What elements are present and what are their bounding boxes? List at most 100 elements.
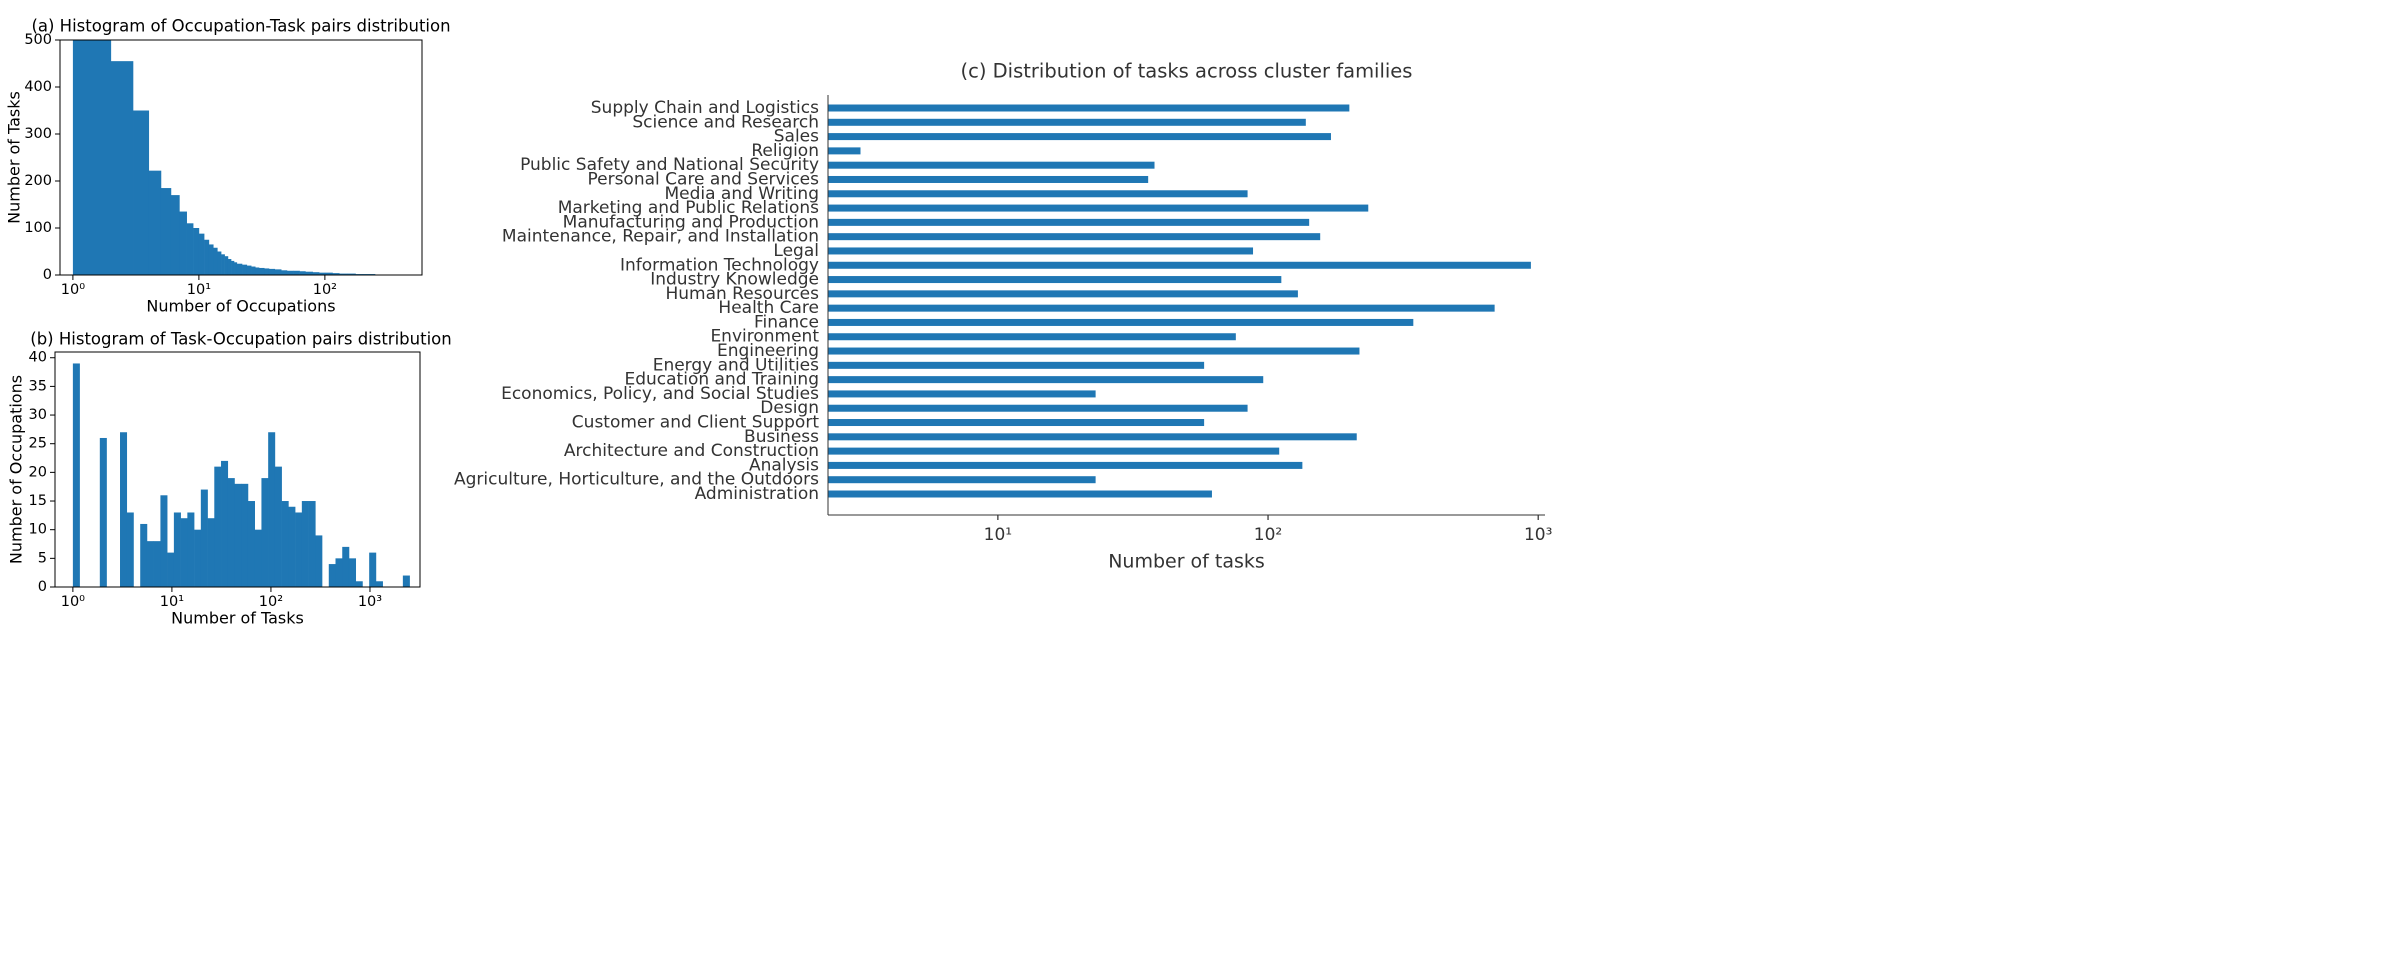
y-tick-label: 40 <box>29 350 47 366</box>
histogram-bar <box>293 270 300 275</box>
histogram-bar <box>261 478 269 587</box>
histogram-bar <box>160 188 172 275</box>
histogram-bar <box>179 211 187 275</box>
bar <box>828 461 1303 469</box>
y-tick-label: 30 <box>29 407 47 423</box>
y-tick-label: Finance <box>754 312 819 332</box>
histogram-bar <box>268 268 276 275</box>
histogram-bar <box>214 466 222 587</box>
y-tick-label: Personal Care and Services <box>587 169 819 189</box>
bars <box>72 363 410 587</box>
histogram-bar <box>319 272 326 275</box>
y-tick-label: Science and Research <box>632 112 819 132</box>
y-tick-label: Customer and Client Support <box>572 413 820 433</box>
histogram-bar <box>173 512 181 587</box>
histogram-bar <box>236 263 243 275</box>
y-tick-label: Health Care <box>718 298 819 318</box>
histogram-bar <box>140 523 148 587</box>
histogram-bar <box>288 506 296 587</box>
histogram-bar <box>221 254 225 275</box>
histogram-bar <box>167 552 175 587</box>
bar <box>828 361 1205 369</box>
histogram-bar <box>194 529 202 587</box>
y-tick-label: Maintenance, Repair, and Installation <box>502 227 819 247</box>
histogram-bar <box>231 260 235 275</box>
histogram-bar <box>160 495 168 587</box>
histogram-bar <box>342 546 350 587</box>
histogram-bar <box>224 256 229 275</box>
histogram-bar <box>355 581 363 587</box>
histogram-bar <box>274 466 282 587</box>
histogram-bar <box>110 61 134 275</box>
histogram-bar <box>148 170 162 275</box>
y-tick-label: Legal <box>773 241 819 261</box>
bar <box>828 161 1155 169</box>
y-tick-label: Business <box>744 427 819 447</box>
histogram-bar <box>251 266 256 275</box>
histogram-bar <box>315 535 323 587</box>
y-tick-label: Human Resources <box>665 284 819 304</box>
bar <box>828 447 1280 455</box>
x-tick-label: 10¹ <box>160 594 184 610</box>
bars <box>72 40 414 275</box>
bar <box>828 490 1212 498</box>
panel-a: (a) Histogram of Occupation-Task pairs d… <box>5 17 451 316</box>
x-tick-label: 10³ <box>358 594 382 610</box>
x-tick-label: 10¹ <box>984 525 1012 545</box>
y-tick-label: 5 <box>38 550 47 566</box>
y-tick-label: 25 <box>29 436 47 452</box>
bar <box>828 261 1531 269</box>
histogram-bar <box>301 501 309 587</box>
y-axis-label: Number of Tasks <box>5 91 24 224</box>
panel-c: (c) Distribution of tasks across cluster… <box>454 60 1552 573</box>
x-tick-label: 10³ <box>1524 525 1552 545</box>
y-tick-label: Economics, Policy, and Social Studies <box>501 384 819 404</box>
histogram-bar <box>153 541 161 587</box>
bar <box>828 247 1254 255</box>
histogram-bar <box>170 195 180 275</box>
bar <box>828 147 861 155</box>
y-tick-label: 200 <box>24 173 52 189</box>
histogram-bar <box>186 223 194 275</box>
y-tick-label: Media and Writing <box>664 184 819 204</box>
histogram-bar <box>72 40 112 275</box>
x-tick-label: 10¹ <box>187 282 211 298</box>
histogram-bar <box>255 267 260 275</box>
histogram-bar <box>193 228 200 275</box>
y-tick-label: 100 <box>24 220 52 236</box>
bar <box>828 347 1360 355</box>
histogram-bar <box>213 247 218 275</box>
bar <box>828 133 1331 141</box>
histogram-bar <box>332 273 340 275</box>
y-tick-label: Architecture and Construction <box>564 441 819 461</box>
histogram-bar <box>221 460 229 587</box>
y-tick-label: Environment <box>710 327 819 347</box>
y-tick-label: Education and Training <box>624 370 819 390</box>
histogram-bar <box>259 267 265 275</box>
y-tick-label: Analysis <box>749 455 819 475</box>
bar <box>828 476 1096 484</box>
histogram-bar <box>268 432 276 587</box>
histogram-bar <box>227 259 232 275</box>
y-tick-label: 20 <box>29 464 47 480</box>
plot-frame <box>59 39 423 276</box>
x-tick-label: 10² <box>259 594 283 610</box>
histogram-bar <box>286 270 294 275</box>
histogram-bar <box>348 558 357 587</box>
histogram-bar <box>208 244 214 275</box>
bar <box>828 190 1248 198</box>
bar <box>828 304 1495 312</box>
histogram-bar <box>264 268 270 275</box>
bar <box>828 376 1264 384</box>
chart-title: (c) Distribution of tasks across cluster… <box>961 60 1413 83</box>
bar <box>828 433 1357 441</box>
plot-frame <box>54 351 421 588</box>
y-tick-label: Design <box>760 398 819 418</box>
histogram-bar <box>369 552 377 587</box>
y-tick-label: 35 <box>29 378 47 394</box>
bar <box>828 290 1298 298</box>
y-tick-label: Engineering <box>717 341 819 361</box>
histogram-bar <box>133 110 150 275</box>
histogram-bar <box>324 272 333 275</box>
